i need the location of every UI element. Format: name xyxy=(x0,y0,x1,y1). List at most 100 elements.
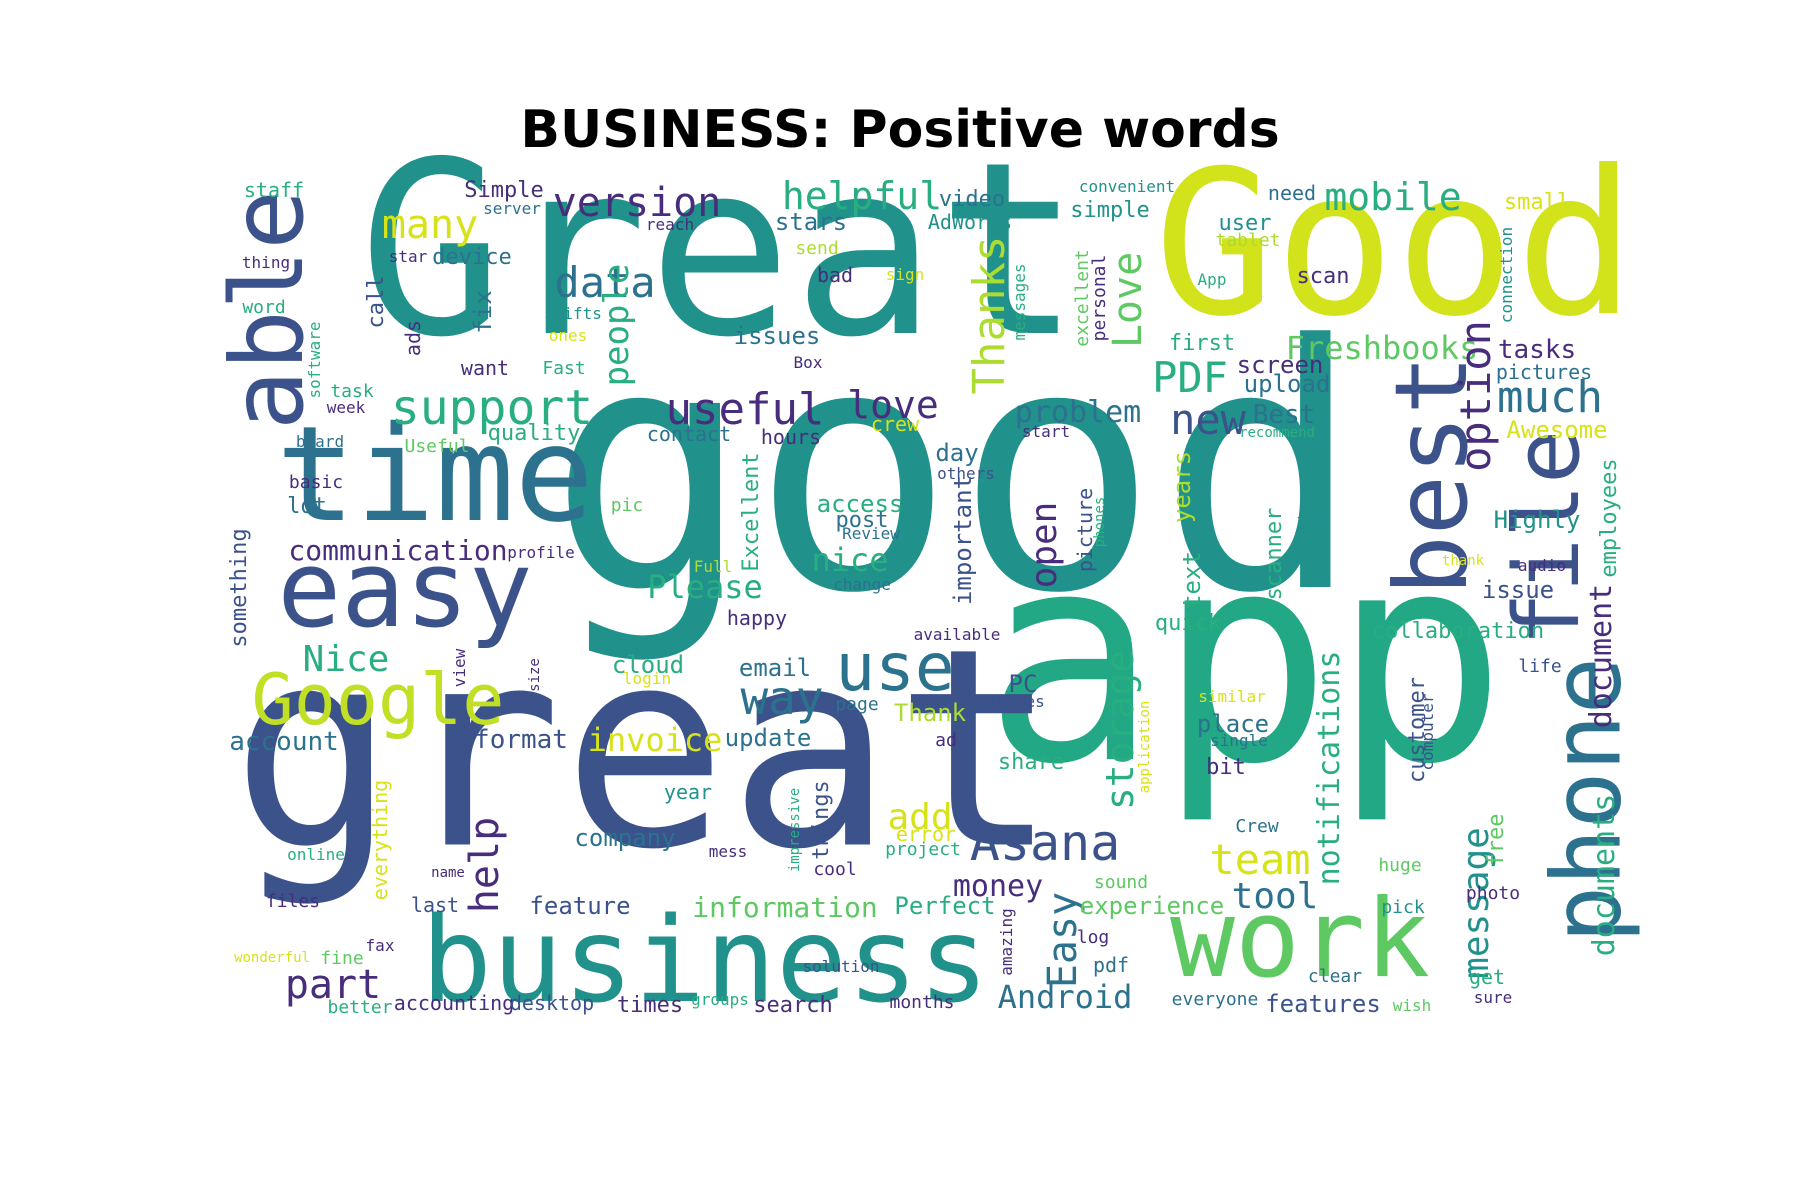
cloud-word: personal xyxy=(1089,254,1110,342)
cloud-word: sign xyxy=(885,265,925,284)
cloud-word: staff xyxy=(243,178,305,202)
cloud-word: life xyxy=(1518,656,1562,677)
cloud-word: business xyxy=(420,891,990,1029)
cloud-word: ads xyxy=(401,319,425,357)
cloud-word: everyone xyxy=(1171,989,1259,1010)
cloud-word: profile xyxy=(507,543,575,562)
cloud-word: great xyxy=(231,589,1059,910)
cloud-word: issue xyxy=(1481,576,1555,604)
cloud-word: solution xyxy=(802,957,880,976)
cloud-word: fax xyxy=(365,936,395,955)
cloud-word: Fast xyxy=(542,358,586,379)
cloud-word: sure xyxy=(1473,988,1513,1007)
cloud-word: groups xyxy=(691,990,749,1009)
cloud-word: start xyxy=(1021,422,1071,441)
cloud-word: way xyxy=(740,671,824,725)
cloud-word: stars xyxy=(774,208,848,236)
cloud-word: hours xyxy=(760,425,822,449)
cloud-word: Perfect xyxy=(894,892,996,920)
figure-title: BUSINESS: Positive words xyxy=(520,100,1280,160)
cloud-word: error xyxy=(895,822,957,846)
cloud-word: times xyxy=(616,993,684,1018)
cloud-word: many xyxy=(381,202,479,248)
cloud-word: money xyxy=(952,869,1044,904)
cloud-word: Freshbooks xyxy=(1285,329,1479,367)
cloud-word: files xyxy=(265,891,321,912)
cloud-word: thank xyxy=(1441,553,1485,569)
cloud-word: need xyxy=(1267,181,1317,205)
cloud-word: pictures xyxy=(1495,360,1593,384)
cloud-word: bit xyxy=(1206,755,1246,780)
cloud-word: help xyxy=(462,816,508,914)
cloud-word: update xyxy=(724,724,812,752)
cloud-word: Crew xyxy=(1235,816,1279,837)
cloud-word: App xyxy=(1197,270,1227,289)
cloud-word: pic xyxy=(610,495,644,516)
cloud-word: phones xyxy=(1092,496,1108,548)
cloud-word: tasks xyxy=(1497,335,1577,365)
cloud-word: free xyxy=(1484,813,1509,867)
cloud-word: upload xyxy=(1243,370,1331,398)
cloud-word: things xyxy=(809,780,834,860)
cloud-word: task xyxy=(330,381,374,402)
cloud-word: thing xyxy=(241,253,291,272)
cloud-word: desktop xyxy=(509,991,595,1015)
cloud-word: login xyxy=(622,669,672,688)
cloud-word: cool xyxy=(813,859,857,880)
cloud-word: much xyxy=(1497,372,1603,423)
cloud-word: search xyxy=(753,993,833,1018)
cloud-word: important xyxy=(949,474,977,606)
cloud-word: documents xyxy=(1587,793,1622,957)
cloud-word: PC xyxy=(1008,670,1038,698)
cloud-word: week xyxy=(326,398,366,417)
cloud-word: job xyxy=(1295,511,1325,530)
cloud-word: software xyxy=(305,321,324,399)
cloud-word: version xyxy=(552,180,722,226)
cloud-word: ad xyxy=(935,730,957,751)
cloud-word: basic xyxy=(288,472,344,493)
cloud-word: helpful xyxy=(781,174,943,218)
cloud-word: clear xyxy=(1307,966,1363,987)
cloud-word: pdf xyxy=(1092,953,1130,977)
cloud-word: Box xyxy=(793,353,823,372)
cloud-word: account xyxy=(229,727,339,757)
cloud-word: love xyxy=(847,383,939,427)
cloud-word: information xyxy=(692,891,878,924)
cloud-word: AdWords xyxy=(927,210,1013,234)
cloud-word: better xyxy=(327,997,393,1018)
cloud-word: Review xyxy=(842,524,900,543)
cloud-word: simple xyxy=(1070,198,1150,223)
cloud-word: Awesome xyxy=(1506,416,1608,444)
cloud-word: get xyxy=(1468,965,1506,989)
cloud-word: team xyxy=(1209,835,1311,884)
cloud-word: ones xyxy=(548,326,588,345)
cloud-word: year xyxy=(663,780,713,804)
cloud-word: months xyxy=(889,992,955,1013)
cloud-word: people xyxy=(597,263,637,387)
cloud-word: data xyxy=(554,258,656,307)
cloud-word: share xyxy=(997,750,1065,775)
cloud-word: good xyxy=(548,273,1362,667)
cloud-word: useful xyxy=(665,384,825,435)
cloud-word: tablet xyxy=(1215,230,1281,251)
cloud-word: scanner xyxy=(1262,507,1287,601)
cloud-word: Thanks xyxy=(964,235,1015,395)
cloud-word: Highly xyxy=(1493,506,1581,534)
cloud-word: document xyxy=(1584,583,1619,729)
cloud-word: Great xyxy=(358,110,1082,390)
cloud-word: screen xyxy=(1236,351,1324,379)
cloud-word: collaboration xyxy=(1371,619,1545,644)
cloud-word: available xyxy=(913,625,1001,644)
cloud-word: quick xyxy=(1154,611,1222,636)
cloud-word: mobile xyxy=(1324,175,1462,219)
cloud-word: send xyxy=(795,238,839,259)
cloud-word: scan xyxy=(1296,264,1350,289)
cloud-word: contact xyxy=(646,422,732,446)
cloud-word: last xyxy=(410,893,460,917)
cloud-word: amazing xyxy=(997,908,1016,976)
cloud-word: others xyxy=(937,464,995,483)
cloud-word: name xyxy=(431,865,465,881)
cloud-word: open xyxy=(1024,501,1065,589)
cloud-word: reach xyxy=(645,215,695,234)
cloud-word: features xyxy=(1265,990,1381,1018)
